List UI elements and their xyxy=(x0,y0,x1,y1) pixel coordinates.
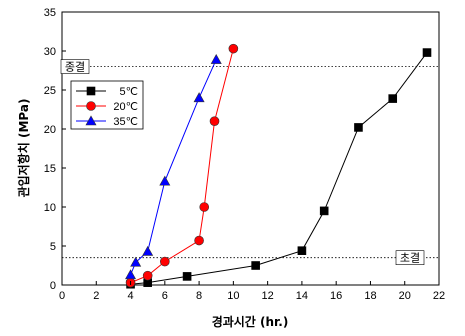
series xyxy=(125,53,222,280)
legend-label: 5℃ xyxy=(120,86,138,98)
y-tick-label: 25 xyxy=(44,85,56,97)
x-tick-label: 20 xyxy=(399,290,411,302)
x-tick-label: 0 xyxy=(59,290,65,302)
series-line xyxy=(130,48,234,284)
data-point xyxy=(182,272,192,281)
data-point xyxy=(228,43,239,54)
series xyxy=(125,43,239,288)
x-tick-label: 14 xyxy=(296,290,308,302)
series-line xyxy=(130,52,428,285)
data-point xyxy=(159,175,171,186)
data-point xyxy=(354,123,363,132)
x-tick-label: 18 xyxy=(364,290,376,302)
data-point xyxy=(388,94,398,103)
legend-label: 20℃ xyxy=(113,101,138,113)
legend-marker xyxy=(85,115,97,126)
legend-marker xyxy=(86,101,96,111)
x-tick-label: 10 xyxy=(227,290,239,302)
x-tick-label: 2 xyxy=(93,290,99,302)
reference-label: 종결 xyxy=(65,61,85,74)
y-tick-label: 5 xyxy=(50,241,56,253)
x-tick-label: 22 xyxy=(433,290,445,302)
data-point xyxy=(422,48,432,57)
reference-label-box xyxy=(395,250,425,265)
data-point xyxy=(160,256,170,267)
y-tick-label: 15 xyxy=(44,163,56,175)
data-point xyxy=(209,116,220,126)
data-point xyxy=(194,235,204,246)
data-point xyxy=(251,261,260,270)
data-point xyxy=(125,269,137,280)
data-point xyxy=(297,246,307,255)
y-tick-label: 20 xyxy=(44,124,56,136)
y-tick-label: 10 xyxy=(44,202,56,214)
plot-frame xyxy=(61,11,440,286)
x-tick-label: 16 xyxy=(330,290,342,302)
legend-marker xyxy=(86,86,96,96)
reference-label: 초결 xyxy=(400,252,420,265)
x-axis-title: 경과시간 (hr.) xyxy=(212,314,289,329)
x-tick-label: 6 xyxy=(162,290,168,302)
y-tick-label: 35 xyxy=(44,7,56,19)
data-point xyxy=(199,202,210,212)
data-point xyxy=(142,270,153,281)
data-point xyxy=(142,245,154,256)
data-point xyxy=(319,206,329,216)
x-tick-label: 12 xyxy=(262,290,274,302)
x-tick-label: 8 xyxy=(196,290,202,302)
data-point xyxy=(210,53,222,64)
legend: 5℃ 20℃ 35℃ xyxy=(70,80,144,130)
reference-label-box xyxy=(60,59,90,74)
series xyxy=(126,48,432,289)
y-axis-title: 관입저항치 (MPa) xyxy=(16,99,31,198)
data-point xyxy=(130,256,142,267)
y-tick-label: 0 xyxy=(50,280,56,292)
x-tick-label: 4 xyxy=(127,290,133,302)
data-point xyxy=(193,92,205,103)
y-tick-label: 30 xyxy=(44,46,56,58)
legend-label: 35℃ xyxy=(113,116,138,128)
